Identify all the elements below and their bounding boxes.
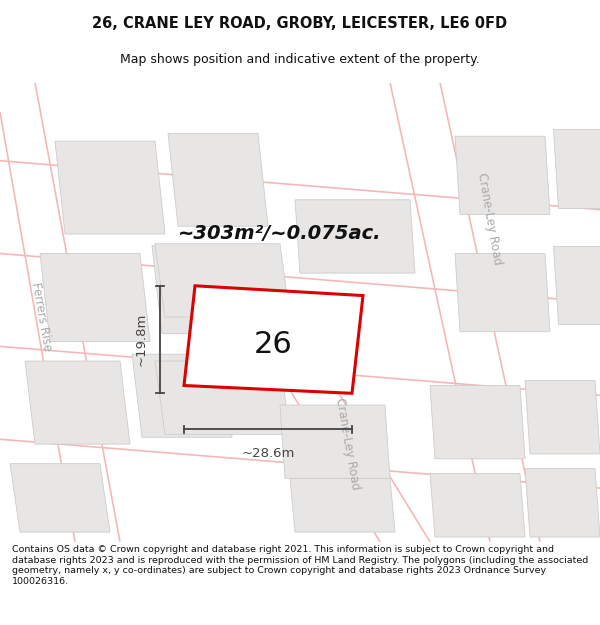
Polygon shape (280, 405, 390, 478)
Text: Contains OS data © Crown copyright and database right 2021. This information is : Contains OS data © Crown copyright and d… (12, 545, 588, 586)
Text: Map shows position and indicative extent of the property.: Map shows position and indicative extent… (120, 53, 480, 66)
Polygon shape (132, 354, 232, 437)
Text: Ferrers Rise: Ferrers Rise (29, 282, 55, 352)
Polygon shape (455, 136, 550, 214)
Polygon shape (525, 381, 600, 454)
Polygon shape (55, 141, 165, 234)
Polygon shape (455, 254, 550, 332)
Polygon shape (553, 246, 600, 324)
Polygon shape (553, 129, 600, 208)
Text: Crane-Ley Road: Crane-Ley Road (334, 397, 362, 491)
Polygon shape (155, 244, 290, 317)
Polygon shape (152, 246, 252, 334)
Polygon shape (430, 386, 525, 459)
Polygon shape (155, 361, 290, 434)
Polygon shape (168, 133, 268, 226)
Polygon shape (525, 469, 600, 537)
Polygon shape (290, 478, 395, 532)
Polygon shape (184, 286, 363, 393)
Polygon shape (25, 361, 130, 444)
Text: ~28.6m: ~28.6m (241, 447, 295, 460)
Text: Crane-Ley Road: Crane-Ley Road (475, 173, 505, 266)
Text: 26, CRANE LEY ROAD, GROBY, LEICESTER, LE6 0FD: 26, CRANE LEY ROAD, GROBY, LEICESTER, LE… (92, 16, 508, 31)
Polygon shape (40, 254, 150, 341)
Text: ~303m²/~0.075ac.: ~303m²/~0.075ac. (178, 224, 382, 244)
Polygon shape (295, 200, 415, 273)
Text: 26: 26 (254, 331, 293, 359)
Polygon shape (430, 474, 525, 537)
Polygon shape (10, 464, 110, 532)
Text: ~19.8m: ~19.8m (135, 313, 148, 366)
